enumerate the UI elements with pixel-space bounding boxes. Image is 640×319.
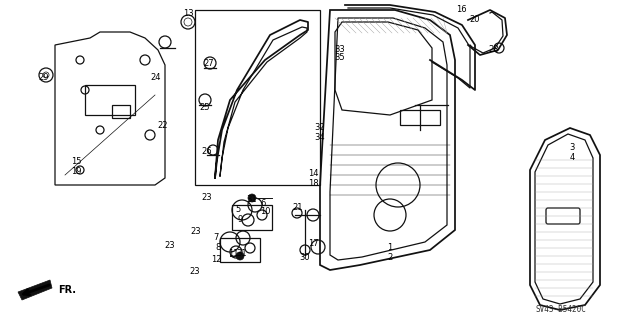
Text: 2: 2 (387, 254, 392, 263)
Text: 10: 10 (260, 207, 270, 217)
Text: 8: 8 (215, 243, 221, 253)
Text: 4: 4 (570, 152, 575, 161)
Text: 34: 34 (315, 132, 325, 142)
Circle shape (248, 194, 256, 202)
Text: 20: 20 (470, 14, 480, 24)
Text: 22: 22 (157, 122, 168, 130)
Text: 13: 13 (182, 10, 193, 19)
Text: 31: 31 (246, 196, 257, 204)
Text: FR.: FR. (58, 285, 76, 295)
Text: 1: 1 (387, 243, 392, 253)
Text: 25: 25 (200, 102, 211, 112)
Text: 28: 28 (489, 46, 499, 55)
Text: 23: 23 (164, 241, 175, 249)
Text: 32: 32 (315, 123, 325, 132)
Text: 17: 17 (308, 239, 318, 248)
Text: SV43-B5420C: SV43-B5420C (535, 305, 586, 314)
Text: 5: 5 (236, 205, 241, 214)
Text: 23: 23 (189, 268, 200, 277)
Polygon shape (18, 280, 52, 300)
Circle shape (236, 252, 244, 260)
Text: 16: 16 (456, 5, 467, 14)
Text: 30: 30 (300, 254, 310, 263)
Text: 27: 27 (204, 60, 214, 69)
Text: 14: 14 (308, 169, 318, 179)
Text: 23: 23 (202, 194, 212, 203)
Text: 19: 19 (71, 167, 81, 175)
Text: 23: 23 (191, 227, 202, 236)
Text: 6: 6 (260, 198, 266, 207)
Text: 29: 29 (39, 72, 49, 81)
Text: 21: 21 (292, 204, 303, 212)
Text: 15: 15 (71, 158, 81, 167)
Text: 7: 7 (213, 233, 219, 241)
Text: 3: 3 (570, 144, 575, 152)
Text: 24: 24 (151, 73, 161, 83)
Text: 31: 31 (237, 249, 247, 258)
Text: 11: 11 (228, 249, 238, 257)
Text: 33: 33 (335, 46, 346, 55)
Text: 18: 18 (308, 179, 318, 188)
Text: 9: 9 (237, 214, 243, 224)
Text: 12: 12 (211, 256, 221, 264)
Text: 26: 26 (202, 147, 212, 157)
Text: 35: 35 (335, 54, 346, 63)
